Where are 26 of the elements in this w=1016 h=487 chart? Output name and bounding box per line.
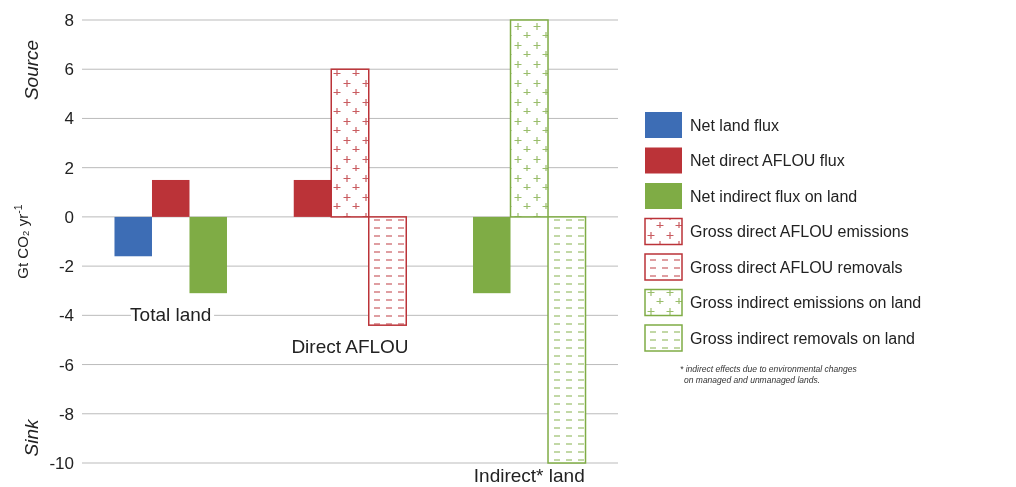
legend-label: Net direct AFLOU flux [690, 152, 845, 170]
y-tick-label: 2 [64, 158, 74, 178]
text: Source [21, 39, 42, 101]
text: Sink [21, 418, 42, 457]
y-tick-label: 4 [64, 109, 74, 129]
legend-label: Gross indirect removals on land [690, 329, 915, 347]
bar [151, 179, 190, 217]
legend-label: Net indirect flux on land [690, 187, 858, 205]
legend-label: Gross indirect emissions on land [690, 294, 922, 312]
y-tick-label: -8 [58, 404, 74, 424]
legend-label: Gross direct AFLOU emissions [690, 223, 909, 241]
y-tick-label: -2 [58, 257, 74, 277]
x-tick-label: Direct AFLOU [291, 336, 409, 358]
x-tick-label: Indirect* land [473, 465, 585, 486]
y-tick-label: 8 [64, 10, 74, 30]
text: * indirect effects due to environmental changes on managed and unmanaged lands. [680, 364, 858, 385]
y-tick-label: -10 [49, 453, 74, 473]
x-tick-label: Total land [130, 304, 212, 326]
y-tick-label: 6 [64, 60, 74, 80]
legend-label: Gross direct AFLOU removals [690, 258, 903, 276]
bar [114, 216, 152, 257]
y-tick-label: -4 [58, 306, 74, 326]
y-tick-label: -6 [58, 355, 74, 375]
y-tick-label: 0 [64, 207, 74, 227]
legend-label: Net land flux [690, 116, 779, 134]
bar [189, 216, 227, 294]
